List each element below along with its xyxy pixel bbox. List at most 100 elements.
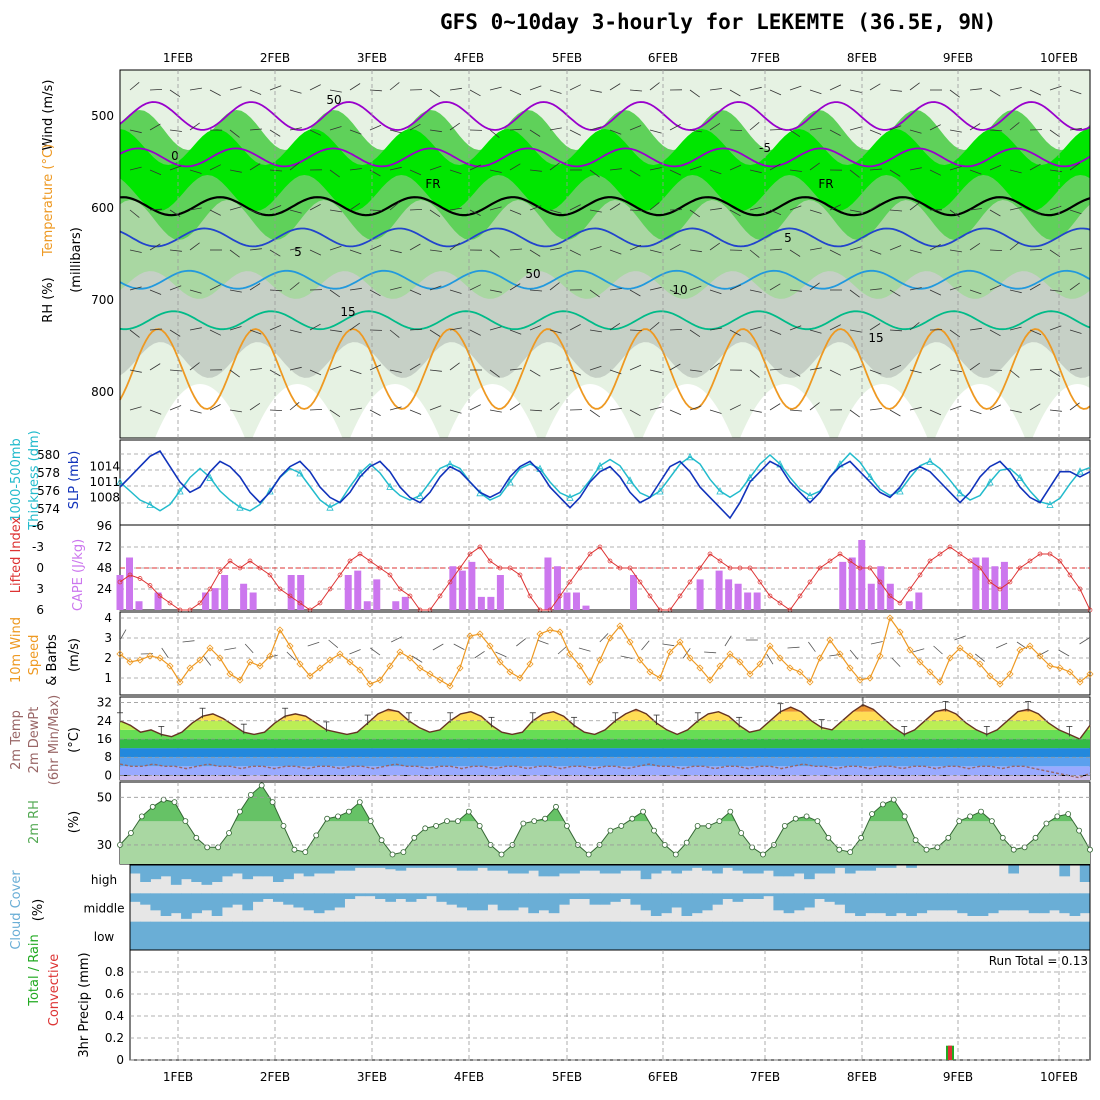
wind-barb <box>489 129 500 138</box>
rh-point <box>967 813 973 820</box>
cape-tick: 72 <box>97 540 112 554</box>
rh-point <box>247 792 254 798</box>
cloud-bar-middle <box>324 893 335 911</box>
wind-speed-point <box>1026 642 1034 650</box>
cloud-bar-high <box>324 865 335 874</box>
ylabel-cloud-cover: Cloud Cover <box>9 870 24 950</box>
cloud-bar-low <box>140 921 151 950</box>
cloud-bar-low <box>467 921 478 950</box>
cloud-bar-middle <box>650 893 662 916</box>
wind-barb <box>509 329 522 335</box>
cloud-bar-high <box>170 865 182 885</box>
cloud-bar-high <box>446 865 458 868</box>
wind-barb <box>449 327 462 331</box>
wind-barb <box>969 169 982 175</box>
wind-barb <box>189 362 200 371</box>
wind-speed-point <box>376 676 384 684</box>
wind-speed-point <box>346 658 354 666</box>
wind-speed-point <box>696 664 704 672</box>
rh-point <box>302 849 309 855</box>
wind-speed-point <box>766 642 774 650</box>
wind-barb <box>1049 289 1062 292</box>
wind-barb <box>809 329 822 334</box>
wind-speed-point <box>706 676 714 684</box>
wind-barb <box>1069 329 1082 334</box>
wind10m-barb <box>870 641 883 645</box>
wind-barb <box>789 205 802 211</box>
wind-barb <box>1069 127 1082 131</box>
rh-point <box>651 827 657 834</box>
wind10m-barb <box>891 657 901 667</box>
surface-dome <box>350 384 440 438</box>
wind-barb <box>609 322 621 331</box>
wind-barb <box>609 407 622 411</box>
rh-point <box>1032 834 1039 841</box>
wind-speed-point <box>926 668 934 676</box>
wind-speed-point <box>936 678 944 686</box>
li-point <box>1007 579 1013 585</box>
li-point <box>1057 558 1063 564</box>
wind-barb <box>909 82 920 91</box>
wind-barb <box>169 285 182 291</box>
rh-point <box>978 808 984 815</box>
wind-barb <box>509 403 521 411</box>
wind-barb <box>989 209 1001 217</box>
panel-wind10m <box>119 611 1091 696</box>
wind-barb <box>489 369 500 378</box>
wind-barb <box>129 81 140 91</box>
wind-barb <box>649 406 662 411</box>
cloud-bar-low <box>528 921 540 950</box>
wind-barb <box>849 126 862 131</box>
li-point <box>607 558 613 564</box>
cloud-bar-high <box>732 865 744 871</box>
cloud-bar-high <box>354 865 366 868</box>
wind-speed-point <box>206 644 214 652</box>
li-point <box>777 600 783 606</box>
wind-barb <box>469 284 481 291</box>
rh-point <box>989 818 995 824</box>
wind-barb <box>529 409 543 412</box>
cloud-bar-low <box>170 921 182 950</box>
ylabel-2m-temp: 2m Temp <box>9 710 24 770</box>
cloud-bar-high <box>804 865 815 880</box>
li-point <box>617 565 623 571</box>
rh-point <box>324 815 331 822</box>
wind-barb <box>129 209 140 218</box>
li-point <box>697 565 703 571</box>
wind-barb <box>829 204 841 211</box>
wind-barb <box>889 364 902 371</box>
cloud-bar-low <box>855 921 866 950</box>
wind10m-barb <box>537 639 549 645</box>
li-point <box>337 572 343 578</box>
li-point <box>147 583 153 588</box>
cloud-bar-low <box>977 921 989 950</box>
wind-barb <box>149 243 161 251</box>
date-label-top: 9FEB <box>943 51 973 65</box>
wind-barb <box>749 326 762 331</box>
wind-barb <box>1069 282 1080 291</box>
li-point <box>797 593 803 599</box>
wind-barb <box>869 249 882 255</box>
li-point <box>737 565 743 571</box>
li-point <box>477 544 483 550</box>
wind-barb <box>849 246 862 251</box>
wind-barb <box>169 249 182 252</box>
rh-point <box>553 803 559 810</box>
cloud-bar-low <box>272 921 284 950</box>
cloud-bar-low <box>558 921 570 950</box>
cloud-bar-low <box>160 921 172 950</box>
wind-barb <box>149 123 161 131</box>
surface-dome <box>1032 384 1100 438</box>
wind-barb <box>909 369 922 374</box>
cloud-bar-middle <box>640 893 652 911</box>
cape-bar <box>211 588 219 610</box>
cloud-bar-high <box>313 865 325 874</box>
cloud-bar-high <box>528 865 540 871</box>
li-point <box>767 593 773 599</box>
temp-line <box>119 704 1091 740</box>
rh-point <box>640 808 646 815</box>
wind-barb <box>769 368 783 371</box>
wind-barb <box>409 123 421 131</box>
cloud-bar-middle <box>415 893 427 899</box>
date-label-top: 6FEB <box>648 51 678 65</box>
